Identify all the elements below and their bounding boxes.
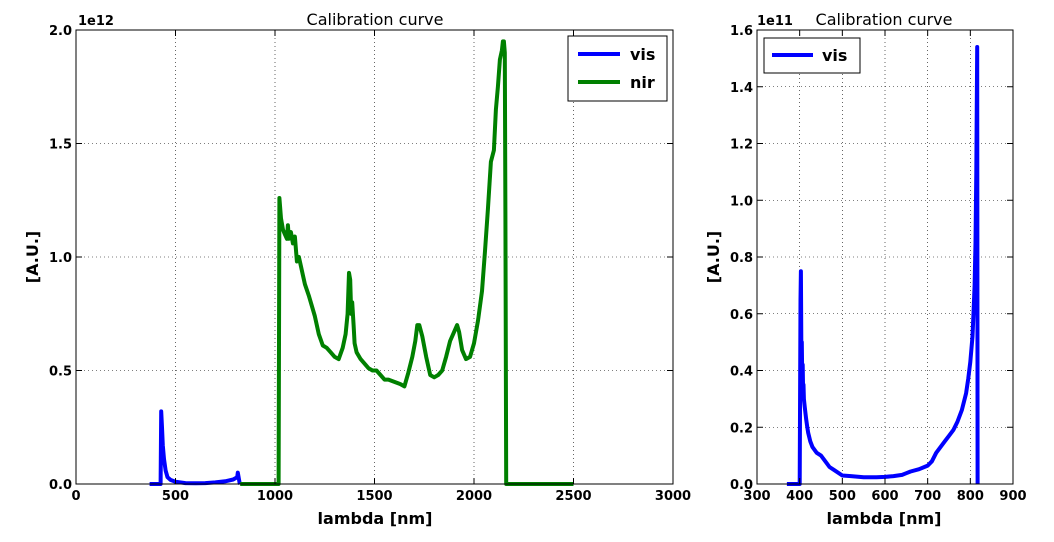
- y-tick-label: 0.8: [730, 251, 753, 266]
- y-tick-label: 0.0: [730, 478, 753, 493]
- chart-title: Calibration curve: [816, 10, 953, 29]
- x-tick-label: 1500: [356, 489, 392, 504]
- y-axis-offset-label: 1e12: [78, 14, 114, 29]
- x-tick-label: 300: [743, 489, 770, 504]
- y-tick-label: 1.0: [49, 251, 72, 266]
- x-tick-label: 3000: [655, 489, 691, 504]
- x-tick-label: 0: [71, 489, 80, 504]
- y-axis-label: [A.U.]: [704, 231, 723, 283]
- y-axis-offset-label: 1e11: [757, 14, 793, 29]
- y-tick-label: 0.2: [730, 421, 753, 436]
- y-tick-label: 1.6: [730, 24, 753, 39]
- y-tick-label: 0.0: [49, 478, 72, 493]
- x-tick-label: 700: [914, 489, 941, 504]
- legend-label-vis: vis: [822, 46, 847, 65]
- x-tick-label: 600: [871, 489, 898, 504]
- x-tick-label: 800: [957, 489, 984, 504]
- chart-panel-left: Calibration curve 1e12 0 500 1000 1500 2000 2…: [23, 10, 691, 528]
- legend-box: [567, 35, 668, 102]
- x-tick-label: 1000: [257, 489, 293, 504]
- x-tick-label: 2000: [456, 489, 492, 504]
- series-line-vis: [786, 45, 980, 486]
- legend-label-vis: vis: [630, 45, 655, 64]
- x-tick-label: 400: [786, 489, 813, 504]
- x-tick-label: 2500: [555, 489, 591, 504]
- y-tick-label: 0.6: [730, 308, 753, 323]
- legend: vis nir: [567, 35, 668, 102]
- y-tick-label: 1.4: [730, 81, 753, 96]
- ticks: 300 400 500 600 700 800 900 0.0 0.2 0.4 0.6 0.8 1.0 1…: [730, 24, 1027, 504]
- y-tick-label: 2.0: [49, 24, 72, 39]
- x-tick-label: 900: [999, 489, 1026, 504]
- legend-label-nir: nir: [630, 73, 655, 92]
- y-axis-label: [A.U.]: [23, 231, 42, 283]
- series-line-vis: [149, 409, 242, 486]
- series-layer: [786, 45, 980, 486]
- y-tick-label: 1.5: [49, 138, 72, 153]
- plot-area: [76, 30, 673, 484]
- x-axis-label: lambda [nm]: [318, 509, 433, 528]
- y-tick-label: 0.4: [730, 365, 753, 380]
- legend: vis: [763, 37, 861, 74]
- chart-panel-right: Calibration curve 1e11 300 400 500 600 700 80…: [704, 10, 1027, 528]
- grid: [757, 30, 1013, 484]
- x-axis-label: lambda [nm]: [827, 509, 942, 528]
- series-line-nir: [240, 39, 574, 486]
- y-tick-label: 1.2: [730, 138, 753, 153]
- chart-title: Calibration curve: [307, 10, 444, 29]
- x-tick-label: 500: [829, 489, 856, 504]
- series-layer: [149, 39, 574, 486]
- x-tick-label: 500: [162, 489, 189, 504]
- ticks: 0 500 1000 1500 2000 2500 3000 0.0 0.5 1.0 1.5 2.0: [49, 24, 691, 504]
- y-tick-label: 0.5: [49, 365, 72, 380]
- y-tick-label: 1.0: [730, 194, 753, 209]
